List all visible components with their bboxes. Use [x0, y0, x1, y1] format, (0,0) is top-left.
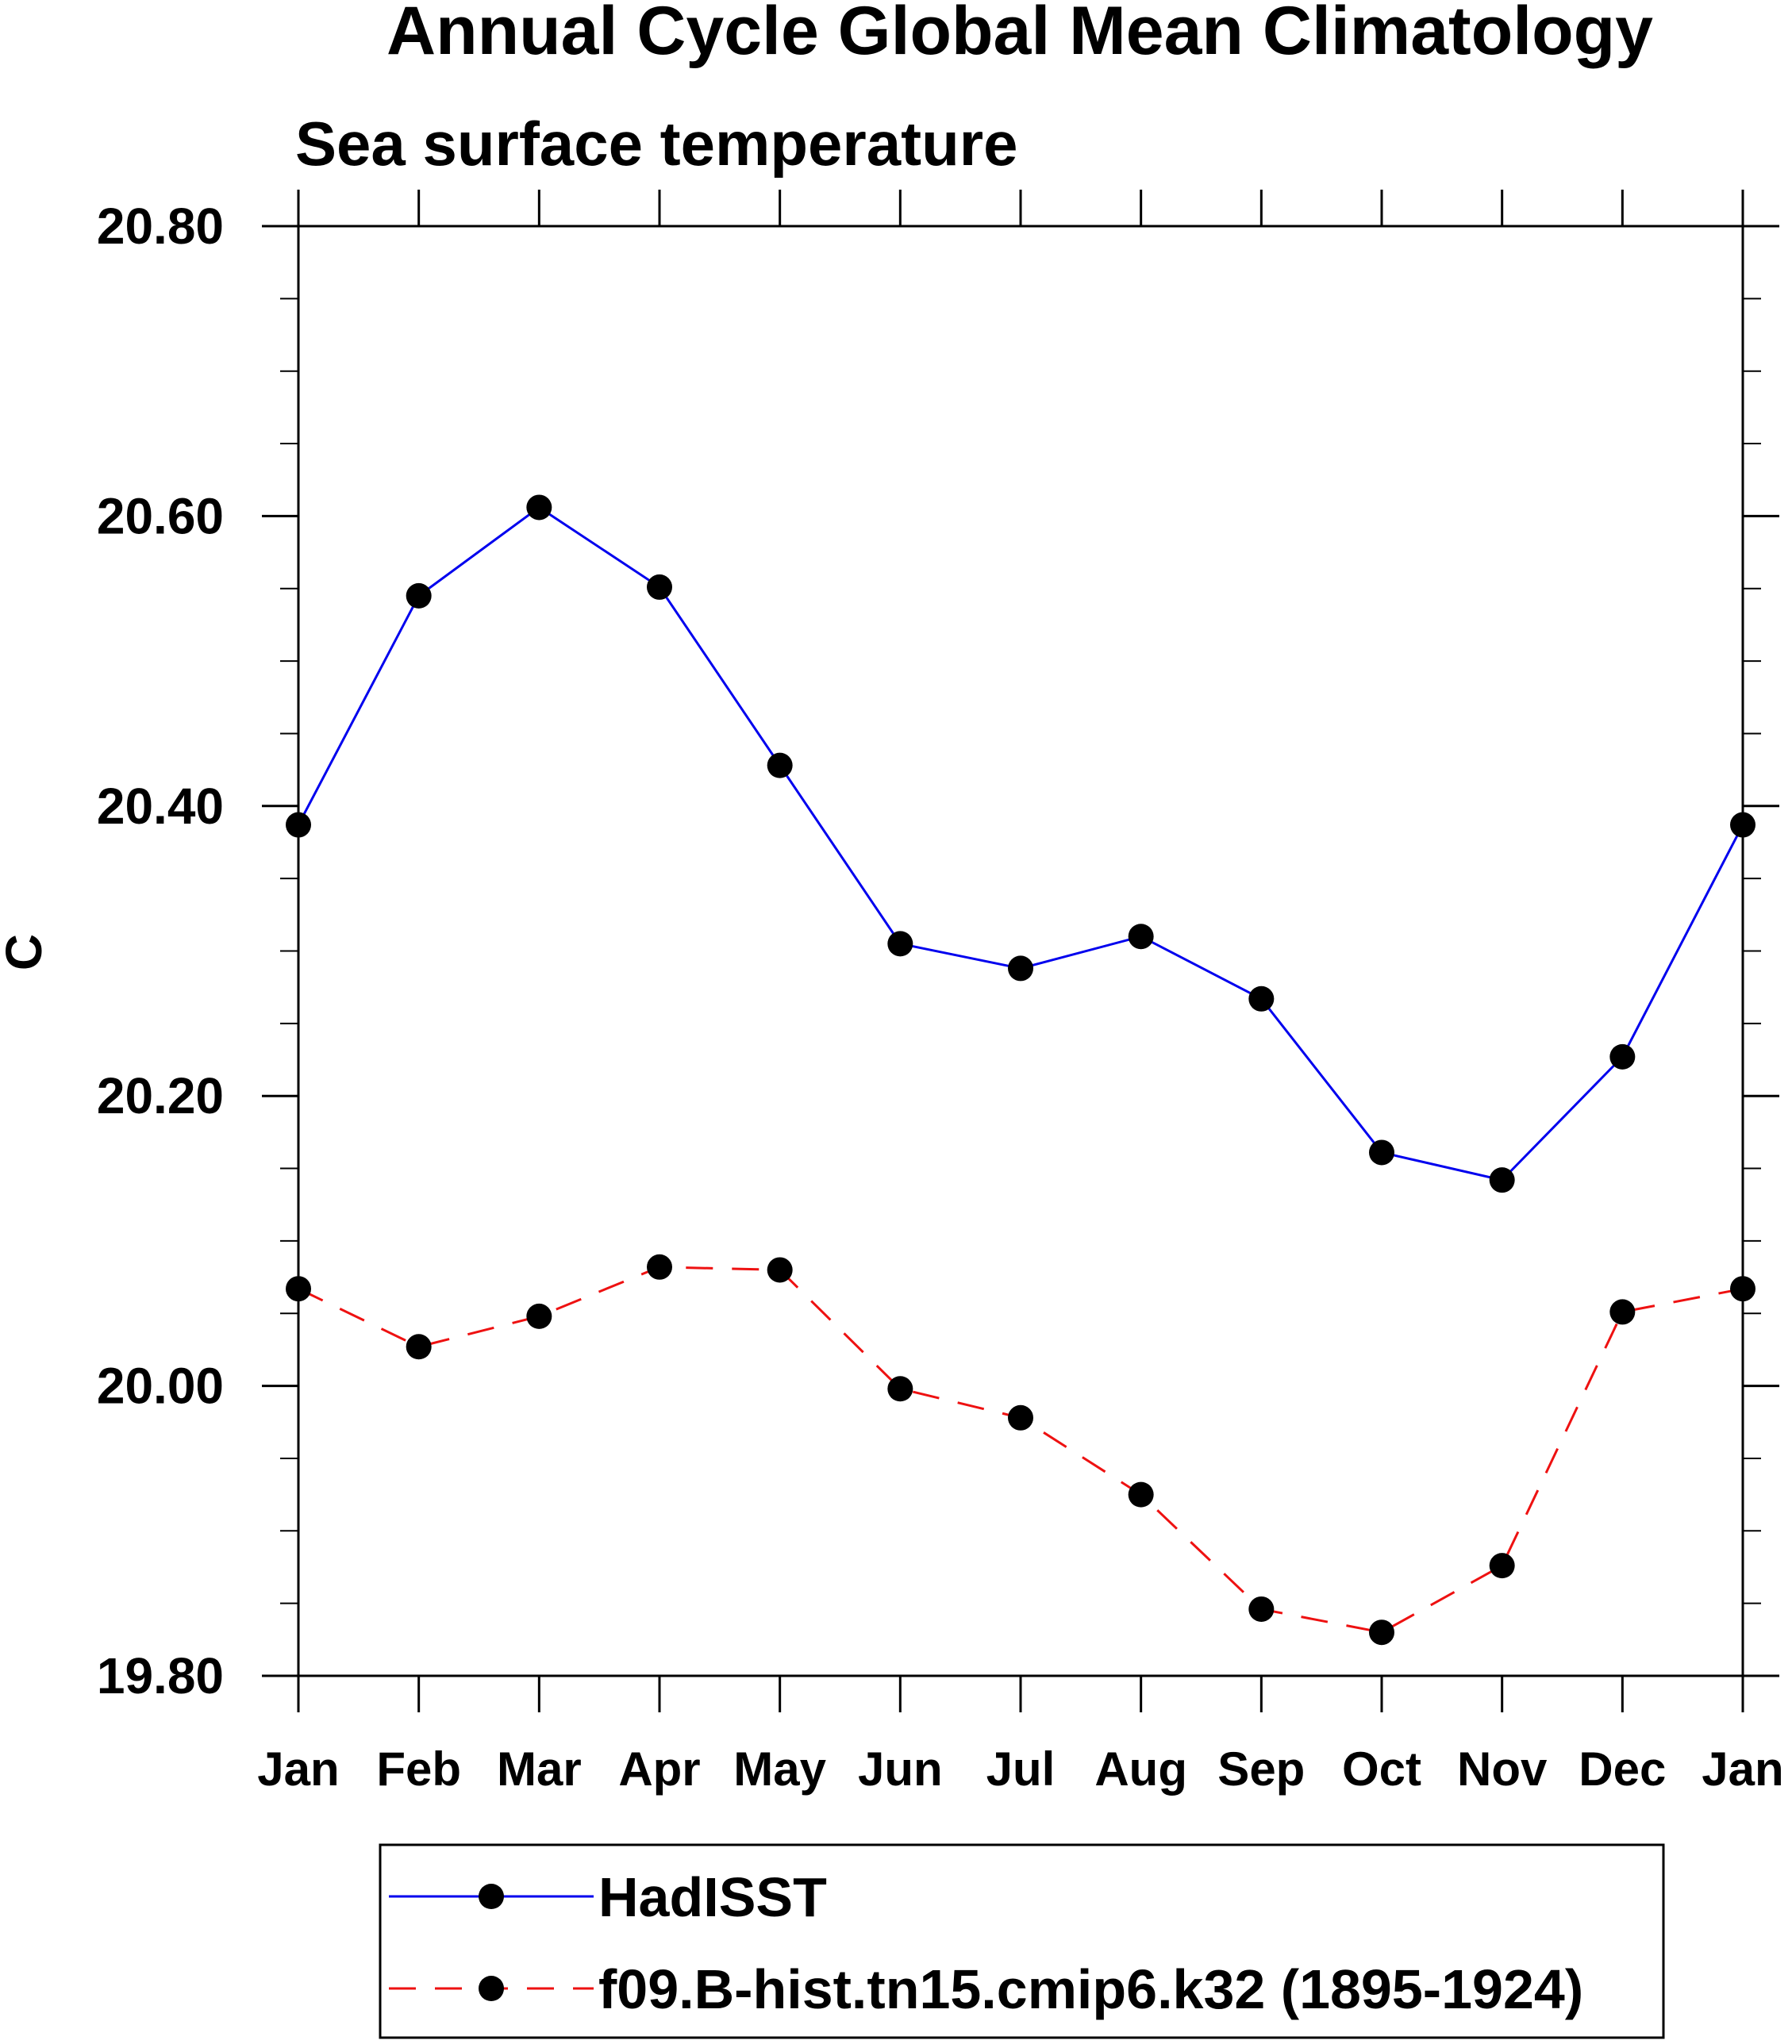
y-axis-label: C — [0, 934, 52, 970]
legend-marker-hadisst — [479, 1884, 504, 1909]
y-tick-label: 20.60 — [97, 487, 224, 544]
x-tick-label: Jul — [986, 1742, 1056, 1796]
chart-title: Annual Cycle Global Mean Climatology — [386, 0, 1653, 69]
y-tick-label: 20.20 — [97, 1067, 224, 1124]
plot-frame — [297, 225, 1744, 1677]
series-0-point — [1248, 986, 1275, 1012]
series-line-1 — [298, 1266, 1744, 1634]
series-0-point — [647, 574, 672, 600]
series-layer — [286, 494, 1755, 1646]
legend-box — [379, 1843, 1665, 2039]
series-1-point — [1248, 1596, 1275, 1622]
legend-marker-model — [479, 1976, 504, 2001]
series-0-point — [1128, 924, 1154, 950]
x-tick-label: Feb — [376, 1742, 461, 1796]
series-1-point — [887, 1376, 913, 1402]
x-tick-label: May — [733, 1742, 826, 1796]
y-tick-label: 20.80 — [97, 198, 224, 255]
series-1-point — [406, 1334, 432, 1360]
series-1-point — [1489, 1553, 1515, 1579]
series-0-point — [767, 752, 793, 778]
series-0-point — [526, 494, 552, 521]
y-tick-labels: 19.80 20.00 20.20 20.40 20.60 20.80 — [97, 198, 224, 1704]
legend-label-hadisst: HadISST — [598, 1866, 827, 1928]
x-tick-label: Jan — [1702, 1742, 1783, 1796]
x-tick-label: Mar — [497, 1742, 582, 1796]
series-1-point — [1609, 1299, 1636, 1325]
y-tick-label: 20.00 — [97, 1358, 224, 1415]
series-0-point — [1008, 955, 1033, 982]
x-tick-label: Aug — [1094, 1742, 1187, 1796]
x-tick-labels: Jan Feb Mar Apr May Jun Jul Aug Sep Oct Nov Dec Jan — [257, 1742, 1783, 1796]
x-tick-label: Jun — [858, 1742, 943, 1796]
x-tick-label: Nov — [1457, 1742, 1548, 1796]
series-1-point — [1730, 1276, 1755, 1302]
chart-subtitle: Sea surface temperature — [295, 109, 1017, 179]
x-tick-label: Jan — [257, 1742, 339, 1796]
series-0-point — [1609, 1043, 1636, 1070]
x-tick-label: Oct — [1342, 1742, 1421, 1796]
series-0-point — [406, 582, 432, 609]
y-tick-label: 20.40 — [97, 778, 224, 835]
x-tick-label: Apr — [618, 1742, 700, 1796]
x-tick-label: Sep — [1217, 1742, 1305, 1796]
series-1-point — [526, 1303, 552, 1329]
series-1-point — [647, 1254, 672, 1280]
series-1-point — [1008, 1404, 1033, 1431]
series-1-point — [1128, 1481, 1154, 1508]
x-tick-label: Dec — [1579, 1742, 1666, 1796]
series-1-point — [767, 1257, 793, 1283]
series-1-point — [1369, 1619, 1394, 1646]
series-0-point — [1489, 1167, 1515, 1193]
y-tick-label: 19.80 — [97, 1647, 224, 1704]
series-1-point — [286, 1276, 311, 1302]
legend-label-model: f09.B-hist.tn15.cmip6.k32 (1895-1924) — [598, 1958, 1583, 2020]
series-0-point — [1730, 812, 1755, 838]
tick-marks — [262, 190, 1779, 1712]
series-0-point — [887, 931, 913, 957]
series-0-point — [1369, 1139, 1394, 1166]
series-line-0 — [297, 505, 1744, 1181]
series-0-point — [286, 812, 311, 838]
legend: HadISST f09.B-hist.tn15.cmip6.k32 (1895-… — [379, 1843, 1665, 2039]
